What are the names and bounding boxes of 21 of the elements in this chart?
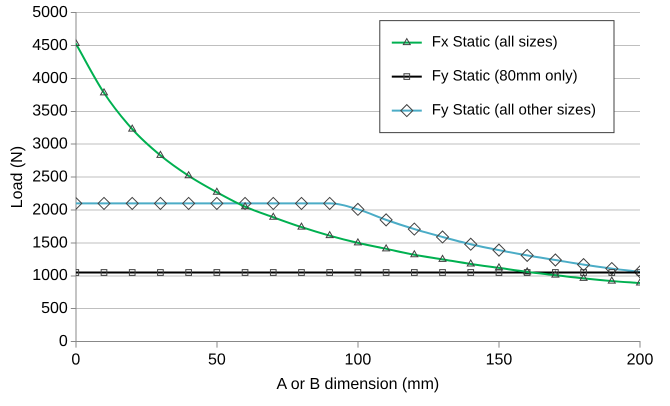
x-tick-label: 100 <box>344 352 372 369</box>
legend-label: Fy Static (all other sizes) <box>432 102 596 119</box>
x-tick-label: 50 <box>208 352 226 369</box>
legend-label: Fy Static (80mm only) <box>432 68 578 85</box>
y-tick-label: 2500 <box>32 168 68 186</box>
y-tick-label: 4000 <box>32 70 68 87</box>
y-tick-label: 0 <box>58 333 68 350</box>
y-tick-label: 500 <box>41 300 68 318</box>
x-tick-label: 200 <box>626 352 654 369</box>
y-tick-label: 2000 <box>32 201 68 218</box>
y-tick-label: 3500 <box>32 102 68 120</box>
x-tick-label: 0 <box>71 352 80 369</box>
y-tick-label: 1000 <box>32 267 68 284</box>
y-tick-label: 3000 <box>32 136 68 153</box>
legend-label: Fx Static (all sizes) <box>432 34 558 51</box>
y-tick-label: 4500 <box>32 36 68 54</box>
y-axis-title: Load (N) <box>9 146 26 208</box>
y-tick-label: 5000 <box>32 4 68 22</box>
x-tick-label: 150 <box>486 352 512 369</box>
x-axis-title: A or B dimension (mm) <box>276 376 440 393</box>
y-tick-label: 1500 <box>32 234 68 252</box>
